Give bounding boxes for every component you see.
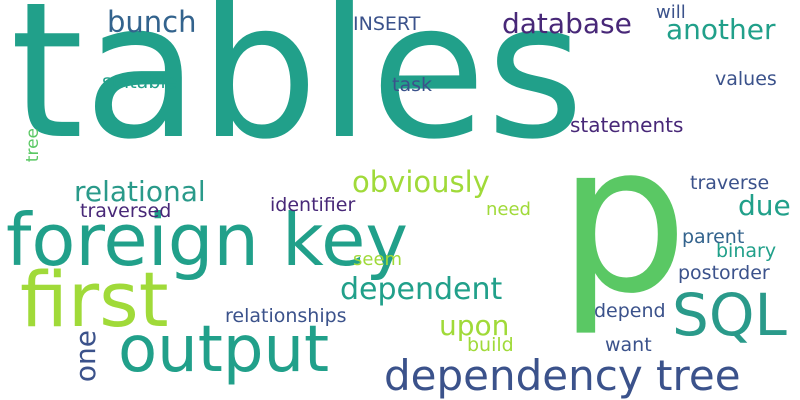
word-suitable: suitable bbox=[102, 71, 178, 93]
word-another: another bbox=[666, 13, 776, 46]
word-traverse: traverse bbox=[690, 172, 770, 194]
word-task: task bbox=[392, 74, 432, 96]
word-due: due bbox=[738, 189, 791, 222]
word-obviously: obviously bbox=[352, 165, 490, 199]
word-dependency-tree: dependency tree bbox=[384, 351, 741, 400]
word-parent: parent bbox=[682, 226, 745, 248]
word-tables: tables bbox=[10, 0, 585, 181]
word-first: first bbox=[20, 255, 169, 344]
word-build: build bbox=[467, 334, 514, 356]
word-tree: tree bbox=[23, 128, 43, 163]
word-p: p bbox=[558, 101, 689, 339]
word-upon: upon bbox=[439, 309, 510, 342]
word-identifier: identifier bbox=[270, 194, 356, 216]
word-output: output bbox=[118, 313, 330, 387]
word-relational: relational bbox=[74, 175, 206, 208]
word-values: values bbox=[715, 68, 777, 90]
word-statements: statements bbox=[570, 113, 684, 137]
word-depend: depend bbox=[594, 300, 666, 322]
word-dependent: dependent bbox=[340, 272, 503, 307]
word-want: want bbox=[605, 334, 652, 356]
word-insert: INSERT bbox=[353, 13, 421, 35]
word-traversed: traversed bbox=[80, 200, 172, 222]
word-bunch: bunch bbox=[107, 5, 197, 39]
word-foreign-key: foreign key bbox=[6, 198, 408, 282]
word-relationships: relationships bbox=[225, 305, 347, 327]
word-binary: binary bbox=[716, 240, 777, 262]
word-need: need bbox=[486, 199, 531, 220]
word-sql: SQL bbox=[672, 281, 787, 349]
word-seem: seem bbox=[353, 249, 403, 270]
word-will: will bbox=[656, 2, 686, 23]
word-one: one bbox=[69, 330, 102, 383]
word-postorder: postorder bbox=[678, 262, 770, 284]
word-database: database bbox=[502, 7, 632, 40]
